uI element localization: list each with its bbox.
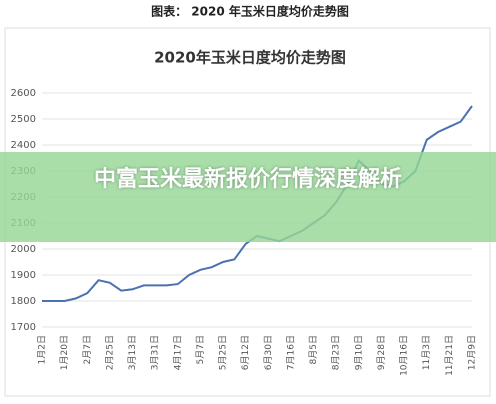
x-tick-label: 1月2日 [37, 335, 48, 364]
y-tick-label: 2000 [11, 244, 36, 255]
x-tick-label: 8月23日 [331, 335, 342, 370]
y-tick-label: 1800 [11, 296, 36, 307]
x-tick-label: 12月9日 [467, 335, 478, 370]
x-tick-label: 3月13日 [127, 335, 138, 370]
x-tick-label: 1月20日 [59, 335, 70, 370]
x-tick-label: 2月7日 [82, 335, 93, 364]
x-tick-label: 6月30日 [263, 335, 274, 370]
x-tick-label: 11月21日 [444, 335, 455, 376]
x-tick-label: 8月5日 [308, 335, 319, 364]
y-tick-label: 1700 [11, 322, 36, 333]
x-tick-label: 3月31日 [150, 335, 161, 370]
x-tick-label: 6月12日 [240, 335, 251, 370]
y-tick-label: 2600 [11, 88, 36, 99]
y-tick-label: 1900 [11, 270, 36, 281]
x-tick-label: 5月25日 [218, 335, 229, 370]
x-tick-label: 10月16日 [399, 335, 410, 376]
x-tick-label: 9月10日 [353, 335, 364, 370]
x-tick-label: 7月16日 [285, 335, 296, 370]
x-tick-label: 2月25日 [104, 335, 115, 370]
chart-title: 2020年玉米日度均价走势图 [154, 49, 346, 67]
x-tick-label: 5月7日 [195, 335, 206, 364]
x-tick-label: 4月17日 [172, 335, 183, 370]
y-tick-label: 2400 [11, 140, 36, 151]
x-tick-label: 9月28日 [376, 335, 387, 370]
x-tick-label: 11月3日 [421, 335, 432, 370]
banner: 中富玉米最新报价行情深度解析 [0, 152, 496, 242]
y-tick-label: 2500 [11, 114, 36, 125]
caption: 图表： 2020 年玉米日度均价走势图 [151, 4, 349, 19]
